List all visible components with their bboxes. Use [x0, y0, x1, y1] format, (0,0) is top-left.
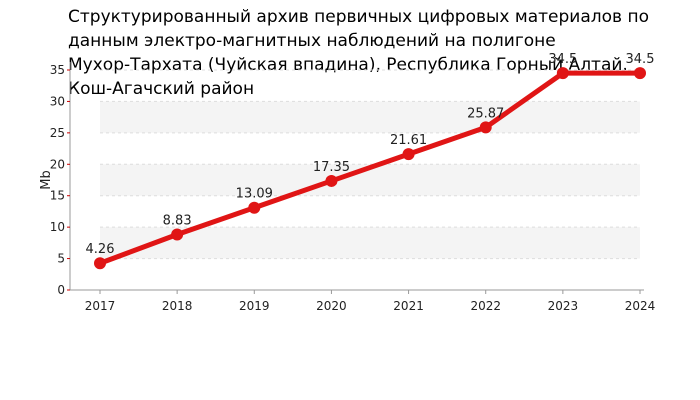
y-tick-label: 5: [57, 252, 65, 266]
series-polyline: [97, 70, 643, 266]
grid-lines: [100, 69, 640, 260]
y-axis-ticks: 0 5 10 15 20 25 30 35: [50, 63, 70, 297]
chart-title: Структурированный архив первичных цифров…: [68, 7, 649, 99]
y-tick-label: 30: [50, 94, 65, 108]
data-points: [94, 67, 646, 270]
x-tick-label: 2023: [548, 299, 579, 313]
data-point: [402, 148, 415, 161]
x-tick-label: 2017: [85, 299, 116, 313]
chart-title-line: Структурированный архив первичных цифров…: [68, 7, 649, 27]
chart-title-line: Кош-Агачский район: [68, 79, 254, 99]
data-label: 4.26: [86, 242, 115, 257]
y-tick-label: 25: [50, 126, 65, 140]
data-point: [94, 257, 106, 270]
x-tick-label: 2024: [625, 299, 656, 313]
data-label: 13.09: [236, 187, 273, 202]
chart-title-line: Мухор-Тархата (Чуйская впадина), Республ…: [68, 55, 628, 75]
data-label: 8.83: [163, 213, 192, 228]
y-tick-label: 35: [50, 63, 65, 77]
x-tick-label: 2022: [470, 299, 501, 313]
axes: [69, 62, 644, 291]
y-axis-label: Mb: [39, 170, 54, 189]
data-label: 25.87: [467, 106, 504, 121]
data-point: [248, 201, 261, 214]
grid-bands: [100, 101, 640, 259]
y-tick-label: 15: [50, 189, 65, 203]
x-tick-label: 2020: [316, 299, 347, 313]
data-labels: 4.26 8.83 13.09 17.35 21.61 25.87 34.5 34.5: [86, 52, 655, 257]
y-tick-label: 20: [50, 157, 65, 171]
data-label: 34.5: [548, 52, 577, 67]
chart-title-line: данным электро-магнитных наблюдений на п…: [68, 31, 556, 51]
x-axis-ticks: 2017 2018 2019 2020 2021 2022 2023 2024: [85, 290, 656, 313]
grid-band: [100, 101, 640, 133]
x-tick-label: 2021: [393, 299, 424, 313]
x-tick-label: 2019: [239, 299, 270, 313]
data-point: [556, 67, 569, 80]
data-point: [325, 174, 338, 187]
data-label: 17.35: [313, 160, 350, 175]
data-point: [171, 228, 184, 241]
data-point: [634, 67, 646, 80]
data-label: 21.61: [390, 133, 427, 148]
y-tick-label: 0: [57, 283, 65, 297]
series-line: [97, 70, 643, 266]
data-point: [479, 121, 492, 134]
data-label: 34.5: [626, 52, 655, 67]
y-tick-label: 10: [50, 220, 65, 234]
x-tick-label: 2018: [162, 299, 193, 313]
